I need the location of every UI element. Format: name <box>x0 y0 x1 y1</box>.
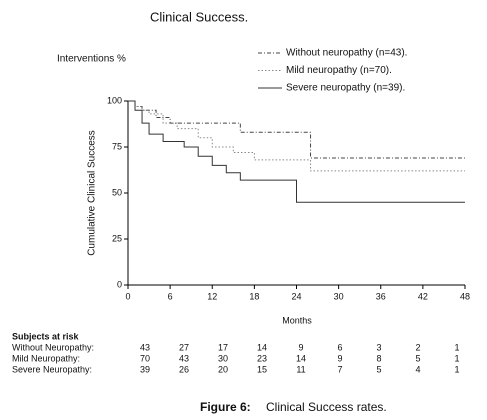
x-tick-label: 12 <box>207 291 217 301</box>
risk-value: 14 <box>296 353 306 363</box>
subtitle: Interventions % <box>57 54 126 65</box>
x-tick-label: 18 <box>249 291 259 301</box>
risk-value: 2 <box>415 342 420 352</box>
risk-value: 5 <box>376 364 381 374</box>
x-tick-label: 36 <box>376 291 386 301</box>
risk-value: 39 <box>140 364 150 374</box>
y-axis-label: Cumulative Clinical Success <box>87 130 98 256</box>
risk-row-label: Severe Neuropathy: <box>12 364 92 374</box>
risk-value: 27 <box>179 342 189 352</box>
risk-value: 1 <box>454 353 459 363</box>
risk-value: 1 <box>454 342 459 352</box>
caption-label: Figure 6: <box>200 400 251 414</box>
risk-value: 43 <box>140 342 150 352</box>
risk-value: 70 <box>140 353 150 363</box>
survival-curve <box>128 100 465 172</box>
survival-curve <box>128 100 465 203</box>
y-tick-label: 100 <box>107 95 122 105</box>
survival-curve <box>128 100 465 159</box>
x-tick-label: 48 <box>460 291 470 301</box>
risk-value: 26 <box>179 364 189 374</box>
x-tick-label: 30 <box>334 291 344 301</box>
risk-value: 15 <box>257 364 267 374</box>
risk-value: 4 <box>415 364 420 374</box>
x-axis-label: Months <box>282 315 312 325</box>
legend-label: Without neuropathy (n=43). <box>286 48 407 59</box>
legend-label: Mild neuropathy (n=70). <box>286 65 392 76</box>
risk-value: 23 <box>257 353 267 363</box>
risk-row-label: Without Neuropathy: <box>12 342 94 352</box>
risk-value: 3 <box>376 342 381 352</box>
risk-value: 5 <box>415 353 420 363</box>
y-tick-label: 25 <box>112 233 122 243</box>
y-tick-label: 0 <box>117 279 122 289</box>
risk-value: 17 <box>218 342 228 352</box>
x-tick-label: 24 <box>291 291 301 301</box>
risk-value: 11 <box>296 364 305 374</box>
x-tick-label: 42 <box>418 291 428 301</box>
risk-row-label: Mild Neuropathy: <box>12 353 80 363</box>
caption: Clinical Success rates. <box>266 400 387 414</box>
chart-title: Clinical Success. <box>150 9 248 24</box>
risk-value: 30 <box>218 353 228 363</box>
legend-label: Severe neuropathy (n=39). <box>286 83 405 94</box>
risk-value: 43 <box>179 353 189 363</box>
y-tick-label: 50 <box>112 187 122 197</box>
risk-value: 8 <box>376 353 381 363</box>
risk-value: 7 <box>337 364 342 374</box>
x-tick-label: 0 <box>125 291 130 301</box>
risk-value: 9 <box>298 342 303 352</box>
risk-table-title: Subjects at risk <box>12 331 80 341</box>
y-tick-label: 75 <box>112 141 122 151</box>
risk-value: 14 <box>257 342 267 352</box>
risk-value: 1 <box>454 364 459 374</box>
risk-value: 6 <box>337 342 342 352</box>
risk-value: 20 <box>218 364 228 374</box>
x-tick-label: 6 <box>168 291 173 301</box>
risk-value: 9 <box>337 353 342 363</box>
